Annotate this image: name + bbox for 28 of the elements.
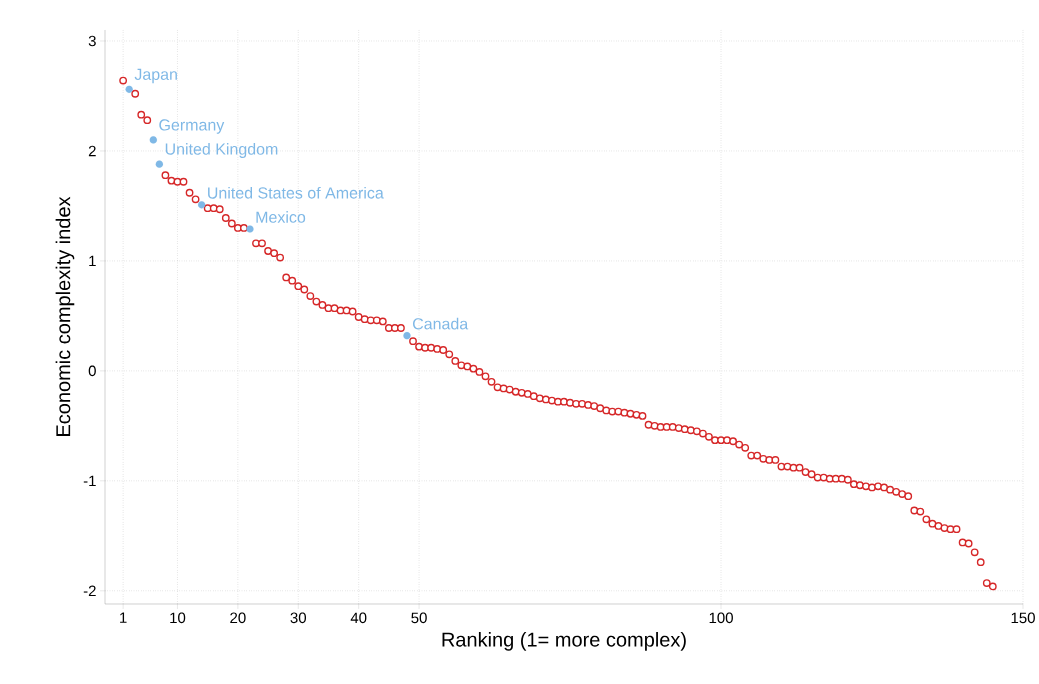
annotation: Canada (412, 317, 469, 330)
point (155, 160, 164, 168)
annotation: Mexico (256, 211, 306, 223)
annotation: United States of America (208, 186, 384, 199)
point (149, 136, 157, 144)
point (246, 225, 254, 233)
y-axis-title: Economic complexity index (55, 196, 75, 436)
annotation: United Kingdom (165, 143, 278, 158)
x-axis-title: Ranking (1= more complex) (442, 632, 686, 651)
annotation: Germany (159, 119, 225, 134)
y-tick-label: 3 (88, 35, 96, 47)
x-tick-label: 10 (170, 612, 186, 624)
x-tick-label: 50 (411, 612, 427, 624)
x-tick-label: 20 (230, 612, 246, 624)
y-tick-label: 1 (89, 255, 96, 267)
point (125, 85, 133, 94)
y-tick-label: -2 (83, 585, 96, 597)
point (197, 201, 206, 209)
y-tick-label: 2 (88, 145, 96, 157)
y-tick-label: -1 (83, 475, 96, 486)
x-tick-label: 40 (350, 612, 367, 624)
x-tick-label: 30 (290, 612, 307, 624)
y-tick-label: 0 (88, 365, 96, 377)
x-tick-label: 100 (709, 612, 733, 624)
x-tick-label: 150 (1011, 612, 1035, 624)
annotation: Japan (134, 68, 177, 84)
x-tick-label: 1 (120, 612, 127, 623)
point (403, 332, 411, 340)
